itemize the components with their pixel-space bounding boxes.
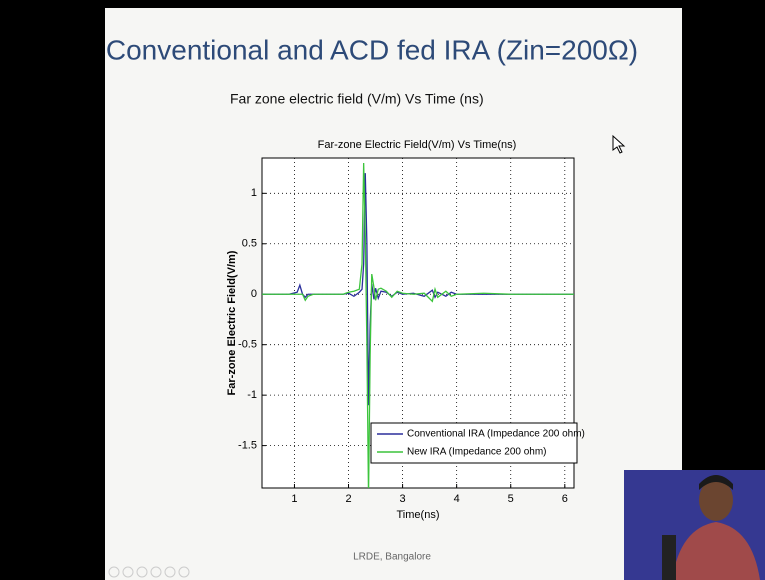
presenter-video xyxy=(624,470,765,580)
y-tick-label: -1 xyxy=(247,389,257,401)
x-tick-label: 4 xyxy=(454,493,460,505)
y-tick-label: 0.5 xyxy=(242,238,257,250)
y-tick-label: -1.5 xyxy=(238,440,257,452)
slide-subtitle: Far zone electric field (V/m) Vs Time (n… xyxy=(230,91,484,107)
y-axis-label: Far-zone Electric Field(V/m) xyxy=(226,250,238,395)
x-tick-label: 3 xyxy=(400,493,406,505)
chart-title: Far-zone Electric Field(V/m) Vs Time(ns) xyxy=(318,139,517,151)
slide-footer: LRDE, Bangalore xyxy=(353,552,431,563)
legend-box xyxy=(370,422,578,464)
legend-label: New IRA (Impedance 200 ohm) xyxy=(407,447,547,458)
x-tick-label: 5 xyxy=(508,493,514,505)
y-tick-label: 0 xyxy=(251,288,257,300)
nav-icons xyxy=(108,566,190,578)
cursor xyxy=(612,134,626,154)
x-axis-label: Time(ns) xyxy=(397,509,440,521)
lines xyxy=(262,163,574,488)
x-tick-label: 6 xyxy=(562,493,568,505)
legend-label: Conventional IRA (Impedance 200 ohm) xyxy=(407,429,585,440)
y-tick-label: 1 xyxy=(251,187,257,199)
x-tick-label: 1 xyxy=(291,493,297,505)
series-line xyxy=(262,163,574,488)
x-tick-label: 2 xyxy=(345,493,351,505)
y-tick-label: -0.5 xyxy=(238,339,257,351)
slide-title: Conventional and ACD fed IRA (Zin=200Ω) xyxy=(106,34,638,65)
